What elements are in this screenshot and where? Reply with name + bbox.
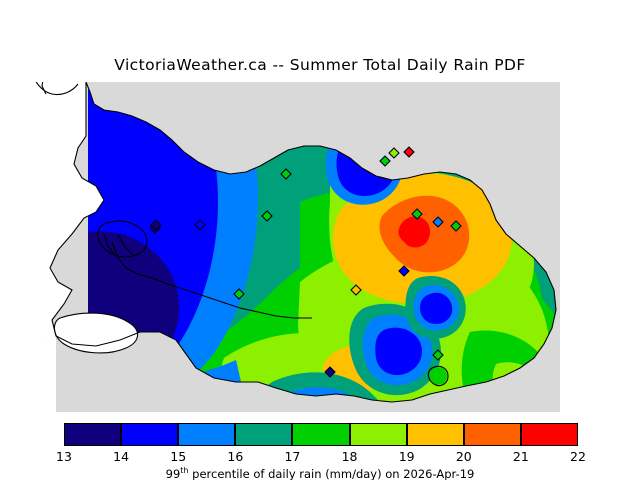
colorbar-caption: 99th percentile of daily rain (mm/day) o… — [0, 466, 640, 480]
colorbar-tick-15: 15 — [170, 449, 187, 464]
station-marker — [411, 208, 423, 220]
colorbar: 13 14 15 16 17 18 19 20 21 22 99th percentile of … — [0, 420, 640, 480]
station-marker — [432, 216, 444, 228]
station-marker — [324, 366, 336, 378]
colorbar-tick-18: 18 — [341, 449, 358, 464]
caption-superscript: th — [180, 466, 189, 475]
map-svg — [0, 82, 640, 412]
station-marker — [432, 349, 444, 361]
caption-rest: percentile of daily rain (mm/day) on 202… — [188, 466, 475, 480]
station-marker — [233, 288, 245, 300]
colorbar-band-13-14 — [64, 423, 122, 446]
colorbar-band-14-15 — [121, 423, 179, 446]
station-marker — [280, 168, 292, 180]
colorbar-band-16-17 — [235, 423, 293, 446]
station-marker — [403, 146, 415, 158]
water-bodies — [20, 82, 640, 412]
station-marker — [261, 210, 273, 222]
station-marker — [150, 219, 162, 231]
colorbar-tick-19: 19 — [398, 449, 415, 464]
station-markers — [149, 146, 462, 378]
colorbar-band-21-22 — [520, 423, 578, 446]
colorbar-band-15-16 — [178, 423, 236, 446]
colorbar-tick-22: 22 — [570, 449, 586, 464]
station-marker — [388, 147, 400, 159]
figure-title: VictoriaWeather.ca -- Summer Total Daily… — [114, 56, 526, 74]
colorbar-band-19-20 — [406, 423, 464, 446]
colorbar-tick-14: 14 — [113, 449, 130, 464]
colorbar-tick-17: 17 — [284, 449, 301, 464]
colorbar-tick-13: 13 — [56, 449, 72, 464]
land-mask — [20, 82, 560, 412]
colorbar-tick-16: 16 — [227, 449, 244, 464]
coastline — [35, 82, 557, 403]
colorbar-band-17-18 — [292, 423, 350, 446]
station-marker — [398, 265, 410, 277]
colorbar-band-18-19 — [349, 423, 407, 446]
map-panel — [0, 82, 640, 412]
station-marker — [450, 220, 462, 232]
colorbar-band-20-21 — [463, 423, 521, 446]
station-marker — [379, 155, 391, 167]
colorbar-tick-21: 21 — [512, 449, 529, 464]
colorbar-tick-20: 20 — [455, 449, 472, 464]
station-marker — [194, 219, 206, 231]
offshore-island — [429, 367, 447, 385]
station-marker — [350, 284, 362, 296]
caption-prefix: 99 — [165, 466, 181, 480]
